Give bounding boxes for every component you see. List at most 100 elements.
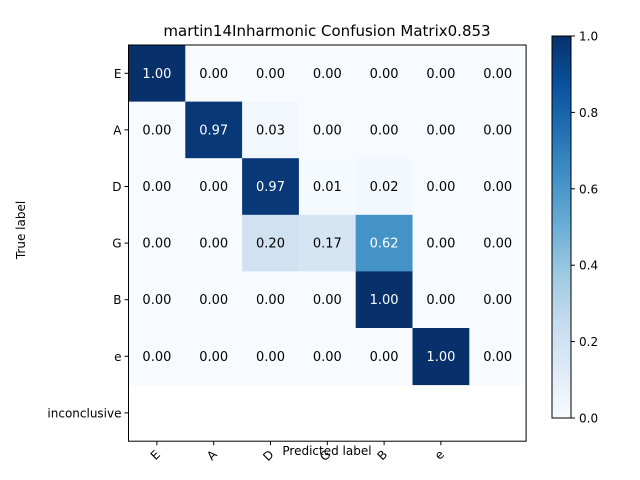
y-axis-ticks: E A D G Be inconclusive xyxy=(47,67,129,420)
heatmap-cell xyxy=(128,158,186,216)
heatmap-cell xyxy=(185,328,243,386)
cell-value-label: 0.00 xyxy=(199,350,228,365)
cell-value-label: 0.00 xyxy=(256,67,285,82)
heatmap-cell xyxy=(298,328,357,386)
heatmap-cell xyxy=(469,214,527,272)
heatmap-cell xyxy=(469,101,527,159)
cell-value-label: 0.20 xyxy=(256,237,285,252)
cell-value-label: 0.00 xyxy=(426,123,455,138)
heatmap-cell xyxy=(242,45,300,103)
heatmap-cell xyxy=(355,45,413,103)
cell-value-label: 0.00 xyxy=(199,180,228,195)
heatmap-cell xyxy=(185,214,243,272)
y-tick-label: D xyxy=(112,180,121,194)
heatmap-cell xyxy=(128,101,186,159)
heatmap-cell xyxy=(128,45,186,103)
cell-value-label: 0.00 xyxy=(142,180,171,195)
heatmap-cell xyxy=(298,158,357,216)
x-axis-label: Predicted label xyxy=(282,444,371,458)
x-tick-label: A xyxy=(204,447,220,463)
heatmap-cell xyxy=(412,328,470,386)
heatmap-cell xyxy=(412,214,470,272)
heatmap-cell xyxy=(298,101,357,159)
y-axis-label: True label xyxy=(14,201,28,260)
cell-value-label: 0.00 xyxy=(370,67,399,82)
cell-value-label: 0.00 xyxy=(142,123,171,138)
cell-value-label: 0.00 xyxy=(483,123,512,138)
heatmap-cell xyxy=(355,271,413,329)
y-tick-label: B xyxy=(113,293,121,307)
colorbar-ticks: 0.0 0.2 0.4 0.6 0.8 1.0 xyxy=(571,30,598,426)
colorbar-tick-label: 0.8 xyxy=(579,106,598,120)
heatmap-cell xyxy=(128,271,186,329)
heatmap-cell xyxy=(242,328,300,386)
heatmap-cell xyxy=(185,271,243,329)
heatmap-cell xyxy=(185,158,243,216)
heatmap-cell xyxy=(242,214,300,272)
heatmap-cell xyxy=(185,45,243,103)
cell-value-label: 0.00 xyxy=(199,293,228,308)
cell-value-label: 1.00 xyxy=(142,67,171,82)
heatmap-cell xyxy=(298,214,357,272)
cell-value-label: 0.00 xyxy=(256,293,285,308)
cell-value-label: 0.02 xyxy=(370,180,399,195)
cell-value-label: 0.00 xyxy=(370,350,399,365)
cell-value-label: 0.00 xyxy=(256,350,285,365)
heatmap-cell xyxy=(242,101,300,159)
heatmap-cell xyxy=(298,271,357,329)
cell-value-label: 0.00 xyxy=(426,180,455,195)
colorbar xyxy=(551,35,572,419)
cell-value-label: 0.03 xyxy=(256,123,285,138)
heatmap-cell xyxy=(242,158,300,216)
heatmap-cell xyxy=(355,328,413,386)
heatmap-cell xyxy=(469,158,527,216)
colorbar-tick-label: 1.0 xyxy=(579,30,598,44)
cell-value-label: 0.00 xyxy=(142,237,171,252)
heatmap-cell xyxy=(469,45,527,103)
colorbar-tick-label: 0.0 xyxy=(579,412,598,426)
x-tick-label: E xyxy=(148,447,163,462)
heatmap-cell xyxy=(469,271,527,329)
heatmap-cell xyxy=(412,271,470,329)
heatmap-cell xyxy=(298,45,357,103)
y-tick-label: e xyxy=(114,350,121,364)
chart-title: martin14Inharmonic Confusion Matrix0.853 xyxy=(163,22,490,40)
heatmap-cell xyxy=(412,45,470,103)
cell-value-label: 0.00 xyxy=(483,293,512,308)
cell-value-label: 1.00 xyxy=(370,293,399,308)
heatmap-cell xyxy=(355,214,413,272)
heatmap-cell xyxy=(355,158,413,216)
heatmap-cell xyxy=(469,328,527,386)
cell-value-label: 0.97 xyxy=(199,123,228,138)
cell-value-label: 0.00 xyxy=(199,237,228,252)
cell-value-label: 0.00 xyxy=(142,350,171,365)
y-tick-label: G xyxy=(112,237,121,251)
heatmap-cell xyxy=(185,101,243,159)
heatmap-cell xyxy=(412,101,470,159)
cell-value-label: 0.00 xyxy=(313,293,342,308)
heatmap-cell xyxy=(355,101,413,159)
cell-value-label: 0.17 xyxy=(313,237,342,252)
cell-value-label: 0.00 xyxy=(483,180,512,195)
heatmap-cell xyxy=(128,328,186,386)
cell-value-label: 0.00 xyxy=(142,293,171,308)
x-tick-label: e xyxy=(432,447,447,462)
cell-value-label: 0.00 xyxy=(370,123,399,138)
cell-value-label: 0.01 xyxy=(313,180,342,195)
x-tick-label: B xyxy=(374,447,390,463)
heatmap-cell-labels: 1.00 0.00 0.00 0.00 0.00 0.00 0.00 0.00 0.97 0.03… xyxy=(142,67,512,365)
cell-value-label: 0.00 xyxy=(313,123,342,138)
cell-value-label: 0.00 xyxy=(483,350,512,365)
cell-value-label: 0.62 xyxy=(370,237,399,252)
x-tick-label: D xyxy=(260,447,276,463)
cell-value-label: 0.00 xyxy=(483,237,512,252)
cell-value-label: 0.00 xyxy=(426,237,455,252)
heatmap-cell xyxy=(242,271,300,329)
cell-value-label: 0.00 xyxy=(426,67,455,82)
cell-value-label: 0.97 xyxy=(256,180,285,195)
heatmap-cells xyxy=(128,45,527,386)
cell-value-label: 0.00 xyxy=(313,350,342,365)
y-tick-label: E xyxy=(114,67,122,81)
colorbar-tick-label: 0.6 xyxy=(579,182,598,196)
